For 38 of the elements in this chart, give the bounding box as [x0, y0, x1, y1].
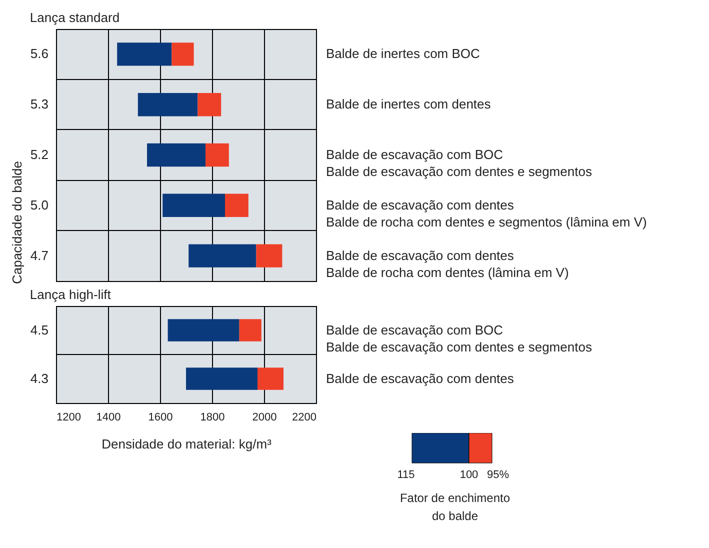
y-tick-label: 5.6 [30, 46, 48, 62]
text: Balde de inertes com dentes [326, 96, 492, 112]
y-tick-label: 4.7 [30, 248, 48, 263]
chart-title: Lança standard [30, 10, 120, 25]
y-tick-label: 5.2 [30, 147, 48, 162]
text: 95% [486, 469, 510, 481]
y-axis-title: Capacidade do balde [10, 160, 24, 286]
x-tick-label: 1800 [200, 412, 225, 424]
x-tick-label: 1600 [148, 412, 173, 424]
x-tick-label: 2000 [252, 412, 277, 424]
x-tick-label: 1400 [96, 412, 121, 424]
x-axis-title: Densidade do material: kg/m³ [102, 436, 272, 452]
y-tick-label: 5.0 [30, 197, 48, 212]
text: Balde de escavação com BOC Balde de escavação com dentes e segmentos [326, 147, 592, 179]
bar [206, 143, 229, 167]
bar [198, 93, 222, 116]
bar [188, 244, 256, 268]
text: Balde de escavação com dentes Balde de rocha com dentes (lâmina em V) [326, 248, 569, 280]
bar [138, 93, 198, 116]
y-tick-label: 4.3 [30, 370, 48, 386]
bar [172, 42, 194, 66]
text: 100 [460, 469, 478, 481]
bar [225, 194, 248, 217]
text: Balde de inertes com BOC [326, 46, 480, 62]
text: Balde de escavação com dentes [326, 370, 514, 386]
x-tick-label: 1200 [56, 412, 81, 424]
chart-title: Lança high-lift [30, 287, 112, 302]
legend-title: Fator de enchimento do balde [398, 490, 512, 525]
bar [147, 143, 206, 167]
text: Balde de escavação com dentes Balde de rocha com dentes e segmentos (lâmina em V) [326, 197, 647, 230]
bar [162, 194, 225, 217]
text: Balde de escavação com BOC Balde de escavação com dentes e segmentos [326, 322, 592, 354]
bar [256, 244, 282, 268]
bar [117, 42, 172, 66]
text: 115 [397, 469, 415, 481]
y-tick-label: 4.5 [30, 322, 48, 338]
x-tick-label: 2200 [292, 412, 316, 424]
y-tick-label: 5.3 [30, 96, 48, 112]
